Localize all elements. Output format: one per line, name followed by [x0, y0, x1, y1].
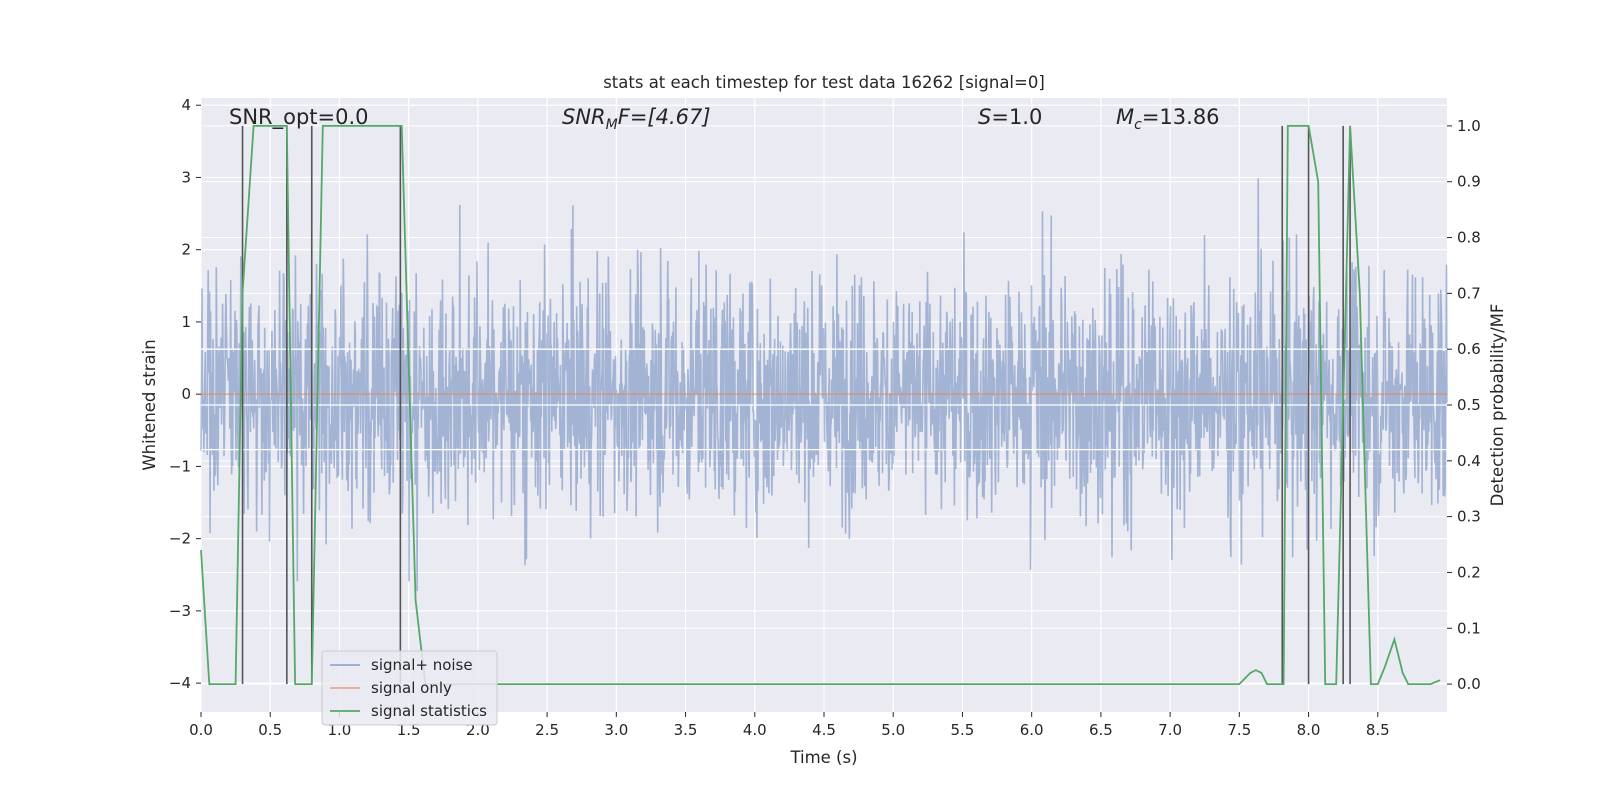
y2-tick-label: 0.9: [1457, 173, 1481, 191]
annotation-s: S=1.0: [978, 105, 1042, 129]
legend-label-stats: signal statistics: [371, 702, 487, 720]
x-tick-label: 3.5: [674, 721, 698, 739]
y2-tick-label: 0.2: [1457, 563, 1481, 581]
x-tick-label: 8.5: [1366, 721, 1390, 739]
y-tick-label: 2: [181, 241, 191, 259]
y-tick-label: 4: [181, 96, 191, 114]
x-tick-label: 7.5: [1227, 721, 1251, 739]
x-tick-label: 3.0: [604, 721, 628, 739]
x-tick-label: 6.5: [1089, 721, 1113, 739]
annotation-mc: Mc=13.86: [1116, 105, 1220, 133]
annotations: SNR_opt=0.0 SNRMF=[4.67] S=1.0 Mc=13.86: [229, 105, 1220, 133]
y2-tick-label: 0.7: [1457, 284, 1481, 302]
x-tick-label: 6.0: [1020, 721, 1044, 739]
y-axis-label: Whitened strain: [140, 339, 159, 470]
legend: signal+ noise signal only signal statist…: [321, 650, 498, 726]
x-tick-label: 0.5: [258, 721, 282, 739]
x-tick-label: 7.0: [1158, 721, 1182, 739]
y-tick-label: 1: [181, 313, 191, 331]
legend-label-signal: signal only: [371, 679, 452, 697]
x-tick-label: 5.5: [951, 721, 975, 739]
y-tick-label: −2: [169, 530, 191, 548]
x-tick-label: 0.0: [189, 721, 213, 739]
y2-tick-label: 1.0: [1457, 117, 1481, 135]
y2-tick-label: 0.4: [1457, 452, 1481, 470]
legend-box: [321, 650, 498, 726]
legend-label-noise: signal+ noise: [371, 656, 473, 674]
y2-axis-ticks: 1.0 0.9 0.8 0.7 0.6 0.5 0.4 0.3 0.2 0.1 0.0: [1447, 117, 1481, 693]
x-tick-label: 4.0: [743, 721, 767, 739]
y2-tick-label: 0.5: [1457, 396, 1481, 414]
y2-axis-label: Detection probability/MF: [1488, 304, 1507, 507]
y-tick-label: −4: [169, 674, 191, 692]
noise-trace: [200, 178, 1448, 592]
y-axis-ticks: 4 3 2 1 0 −1 −2 −3 −4: [169, 96, 201, 692]
y-tick-label: −1: [169, 457, 191, 475]
y-tick-label: −3: [169, 602, 191, 620]
statistics-line: [200, 125, 1441, 685]
y2-tick-label: 0.8: [1457, 229, 1481, 247]
chart-title: stats at each timestep for test data 162…: [603, 73, 1045, 92]
x-tick-label: 5.0: [881, 721, 905, 739]
x-tick-label: 4.5: [812, 721, 836, 739]
y2-tick-label: 0.1: [1457, 619, 1481, 637]
x-tick-label: 2.5: [535, 721, 559, 739]
x-axis-label: Time (s): [789, 748, 857, 767]
annotation-snr-opt: SNR_opt=0.0: [229, 105, 369, 130]
y2-tick-label: 0.6: [1457, 340, 1481, 358]
y-tick-label: 3: [181, 168, 191, 186]
series-signal-statistics: [200, 125, 1441, 685]
y-tick-label: 0: [181, 385, 191, 403]
x-tick-label: 8.0: [1297, 721, 1321, 739]
y2-tick-label: 0.3: [1457, 508, 1481, 526]
series-signal-noise: [200, 178, 1448, 592]
annotation-snr-mf: SNRMF=[4.67]: [562, 105, 711, 133]
y2-tick-label: 0.0: [1457, 675, 1481, 693]
